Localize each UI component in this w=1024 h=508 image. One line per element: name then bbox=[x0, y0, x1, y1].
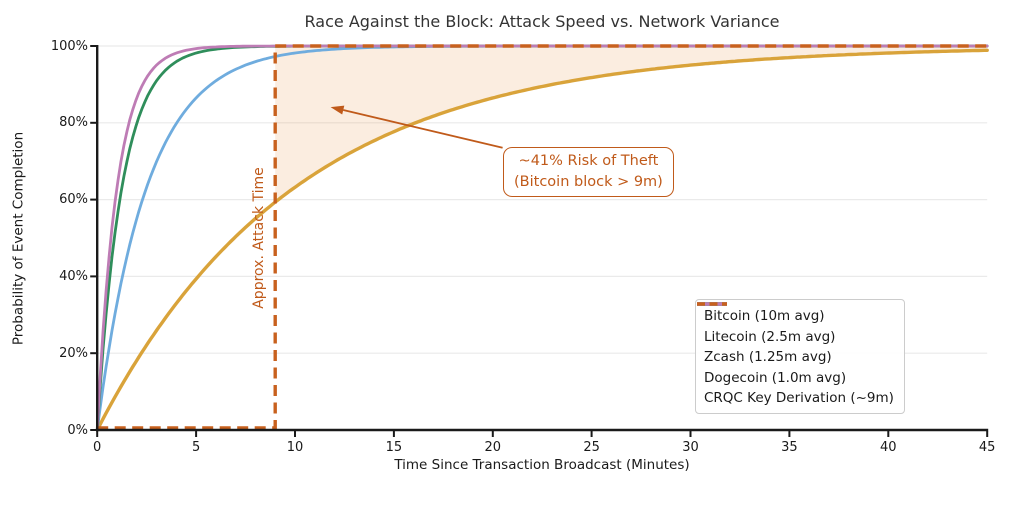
x-tick-label: 15 bbox=[385, 440, 403, 455]
risk-annotation-box: ~41% Risk of Theft (Bitcoin block > 9m) bbox=[503, 147, 674, 198]
legend-box: Bitcoin (10m avg) Litecoin (2.5m avg) Zcas… bbox=[695, 299, 905, 414]
y-axis-label: Probability of Event Completion bbox=[10, 131, 27, 346]
risk-annotation-line1: ~41% Risk of Theft bbox=[518, 153, 659, 169]
y-tick-label: 100% bbox=[50, 38, 88, 54]
legend-item-label: CRQC Key Derivation (~9m) bbox=[704, 390, 894, 406]
y-tick-label: 0% bbox=[67, 422, 88, 438]
legend-item-label: Dogecoin (1.0m avg) bbox=[704, 369, 847, 386]
x-tick-label: 10 bbox=[286, 440, 304, 455]
legend-item-label: Bitcoin (10m avg) bbox=[704, 308, 825, 324]
x-tick-label: 25 bbox=[583, 440, 600, 455]
legend-item[interactable]: Zcash (1.25m avg) bbox=[697, 302, 894, 365]
attack-time-vline-label: Approx. Attack Time bbox=[251, 167, 267, 309]
x-tick-label: 30 bbox=[682, 440, 699, 455]
y-tick-label: 40% bbox=[59, 268, 88, 284]
legend-item[interactable]: Litecoin (2.5m avg) bbox=[697, 302, 894, 345]
legend-line-sample bbox=[697, 302, 727, 306]
legend-item-label: Litecoin (2.5m avg) bbox=[704, 328, 836, 345]
x-tick-label: 40 bbox=[880, 440, 897, 455]
y-tick-label: 80% bbox=[59, 115, 88, 131]
annotation-arrow-head bbox=[330, 105, 345, 115]
legend-item-label: Zcash (1.25m avg) bbox=[704, 349, 832, 365]
x-tick-label: 5 bbox=[191, 440, 201, 455]
curve-bitcoin[interactable] bbox=[95, 48, 989, 432]
y-tick-label: 60% bbox=[59, 192, 88, 208]
y-tick-label: 20% bbox=[59, 345, 88, 361]
legend-item[interactable]: CRQC Key Derivation (~9m) bbox=[697, 302, 894, 406]
legend-item[interactable]: Bitcoin (10m avg) bbox=[697, 302, 894, 324]
risk-shaded-region bbox=[275, 46, 988, 203]
x-tick-label: 20 bbox=[484, 440, 502, 455]
legend-item[interactable]: Dogecoin (1.0m avg) bbox=[697, 302, 894, 386]
risk-annotation-line2: (Bitcoin block > 9m) bbox=[514, 174, 663, 191]
x-tick-label: 45 bbox=[978, 440, 996, 455]
annotation-arrow-line bbox=[342, 109, 503, 149]
curve-crqc-step[interactable] bbox=[97, 44, 988, 430]
chart-title: Race Against the Block: Attack Speed vs.… bbox=[304, 12, 780, 31]
x-tick-label: 35 bbox=[781, 440, 798, 455]
x-tick-label: 0 bbox=[93, 440, 102, 455]
x-axis-label: Time Since Transaction Broadcast (Minute… bbox=[394, 457, 690, 473]
